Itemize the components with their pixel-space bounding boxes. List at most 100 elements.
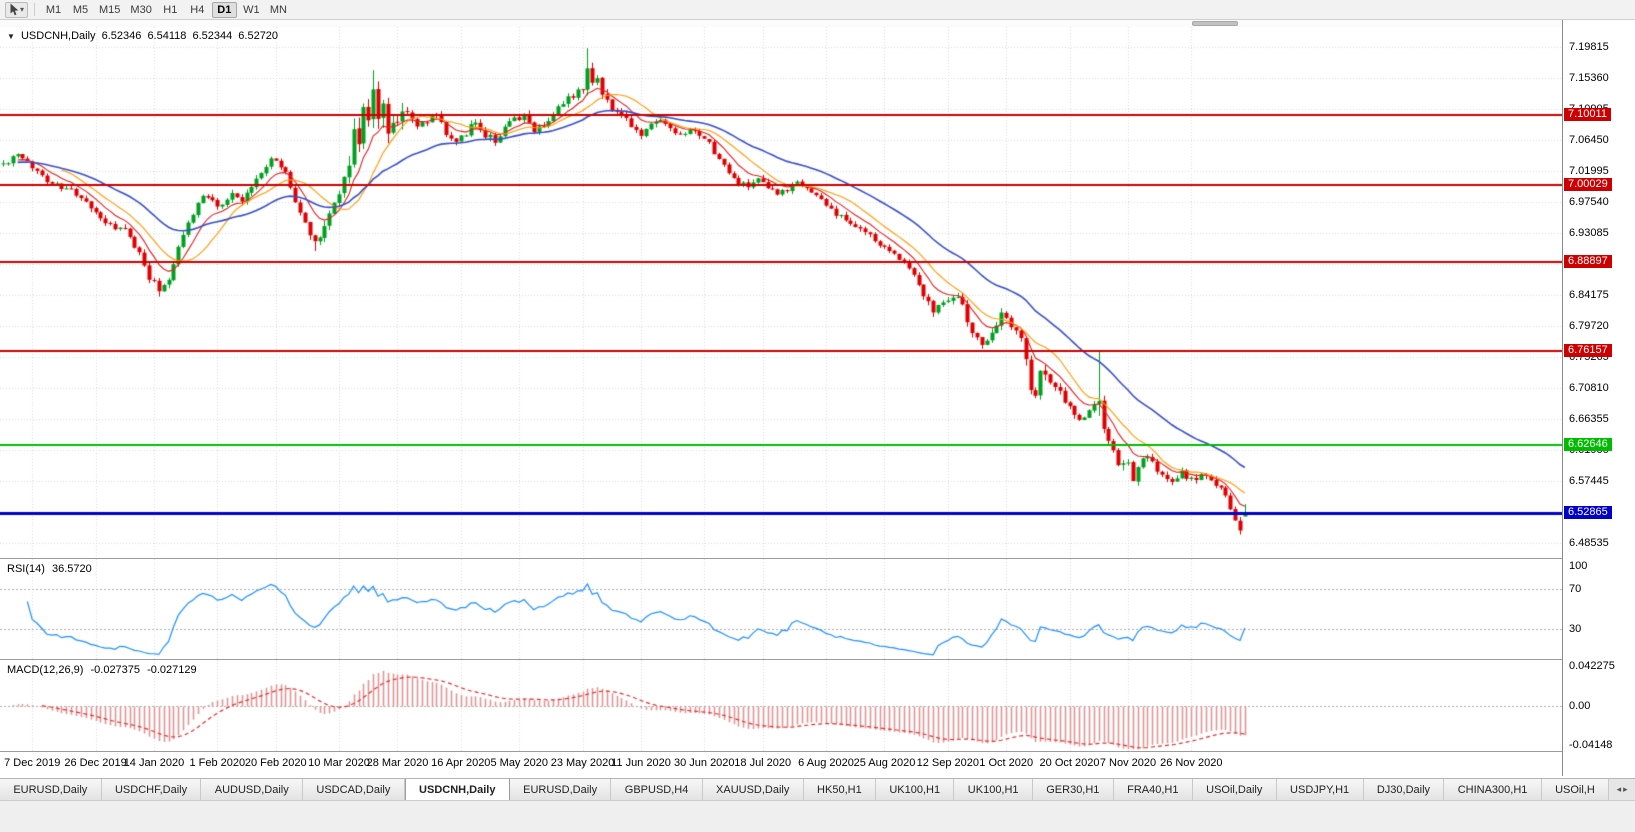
chart-tab-5-eurusd-daily[interactable]: EURUSD,Daily — [509, 779, 612, 800]
price-axis-label: 6.48535 — [1569, 537, 1609, 549]
chart-tab-2-audusd-daily[interactable]: AUDUSD,Daily — [201, 779, 304, 800]
chart-tab-11-ger30-h1[interactable]: GER30,H1 — [1032, 779, 1114, 800]
date-axis-label: 1 Oct 2020 — [979, 757, 1034, 769]
price-axis-label: 6.97540 — [1569, 196, 1609, 208]
toolbar-separator — [34, 3, 36, 16]
date-axis-label: 20 Oct 2020 — [1039, 757, 1100, 769]
timeframe-button-mn[interactable]: MN — [269, 3, 287, 16]
price-axis-label: 7.06450 — [1569, 133, 1609, 146]
date-axis-label: 23 May 2020 — [550, 757, 615, 769]
macd-axis-label: 0.042275 — [1569, 660, 1615, 672]
chart-tab-12-fra40-h1[interactable]: FRA40,H1 — [1113, 779, 1193, 800]
chart-tab-13-usoil-daily[interactable]: USOil,Daily — [1192, 779, 1277, 800]
collapse-triangle-icon[interactable]: ▼ — [7, 32, 15, 41]
chart-tab-8-hk50-h1[interactable]: HK50,H1 — [803, 779, 877, 800]
price-axis-label: 7.01995 — [1569, 165, 1609, 177]
chart-window: ▼ USDCNH,Daily 6.52346 6.54118 6.52344 6… — [0, 20, 1635, 778]
pane-separator[interactable] — [0, 558, 1635, 559]
rsi-axis-label: 30 — [1569, 623, 1582, 635]
price-axis-label: 6.93085 — [1569, 227, 1609, 239]
date-axis-label: 14 Jan 2020 — [123, 757, 185, 769]
chart-title: ▼ USDCNH,Daily 6.52346 6.54118 6.52344 6… — [7, 30, 281, 42]
date-axis-label: 7 Dec 2019 — [4, 757, 61, 769]
date-axis-label: 26 Nov 2020 — [1160, 757, 1223, 769]
ohlc-high-value: 6.54118 — [147, 30, 187, 42]
chart-scrollbar[interactable] — [0, 20, 1562, 27]
price-axis-label: 6.84175 — [1569, 289, 1609, 301]
price-line-label: 6.88897 — [1564, 255, 1612, 269]
tab-scroll-arrows: ◂ ▸ — [1609, 779, 1635, 800]
macd-pane-canvas[interactable] — [0, 660, 1562, 751]
chart-tab-17-usoil-h[interactable]: USOil,H — [1541, 779, 1610, 800]
price-axis-label: 7.19815 — [1569, 40, 1609, 53]
date-axis-label: 5 May 2020 — [490, 757, 548, 769]
date-axis-label: 10 Mar 2020 — [308, 757, 370, 769]
timeframe-button-w1[interactable]: W1 — [243, 3, 260, 16]
pane-separator[interactable] — [0, 751, 1635, 752]
timeframe-button-m5[interactable]: M5 — [72, 3, 89, 16]
timeframe-button-m15[interactable]: M15 — [99, 3, 121, 16]
rsi-axis-label: 70 — [1569, 583, 1582, 595]
pane-separator[interactable] — [0, 659, 1635, 660]
chart-tab-0-eurusd-daily[interactable]: EURUSD,Daily — [0, 779, 102, 800]
timeframe-button-m30[interactable]: M30 — [130, 3, 152, 16]
macd-main-value: -0.027375 — [90, 664, 141, 676]
price-axis-label: 6.66355 — [1569, 413, 1609, 425]
date-axis-label: 6 Aug 2020 — [798, 757, 854, 769]
timeframe-toolbar: ▾ M1 M5 M15 M30 H1 H4 D1 W1 MN — [0, 0, 1635, 20]
ohlc-low-value: 6.52344 — [192, 30, 233, 42]
date-axis-label: 7 Nov 2020 — [1099, 757, 1157, 769]
chevron-down-icon: ▾ — [20, 4, 25, 14]
rsi-axis-label: 100 — [1569, 560, 1588, 572]
macd-axis-label: 0.00 — [1569, 699, 1591, 712]
date-axis-label: 25 Aug 2020 — [853, 757, 916, 769]
price-axis-label: 6.57445 — [1569, 475, 1609, 487]
date-axis-label: 28 Mar 2020 — [366, 757, 429, 769]
macd-name: MACD(12,26,9) — [7, 664, 84, 676]
timeframe-button-h4[interactable]: H4 — [190, 3, 205, 16]
macd-indicator-label: MACD(12,26,9) -0.027375 -0.027129 — [7, 664, 201, 676]
chart-tab-16-china300-h1[interactable]: CHINA300,H1 — [1444, 779, 1542, 800]
rsi-indicator-label: RSI(14) 36.5720 — [7, 563, 96, 575]
chart-tab-15-dj30-daily[interactable]: DJ30,Daily — [1363, 779, 1445, 800]
timeframe-button-h1[interactable]: H1 — [163, 3, 178, 16]
chart-scrollbar-thumb[interactable] — [1192, 21, 1238, 26]
price-chart-canvas[interactable] — [0, 27, 1562, 558]
timeframe-button-d1[interactable]: D1 — [211, 1, 237, 18]
rsi-value: 36.5720 — [51, 563, 92, 575]
time-axis[interactable]: 7 Dec 2019 26 Dec 2019 14 Jan 2020 1 Feb 20… — [0, 752, 1562, 776]
tab-scroll-right-icon[interactable]: ▸ — [1623, 784, 1628, 794]
window-bottom-strip — [0, 800, 1635, 832]
chart-tab-10-uk100-h1[interactable]: UK100,H1 — [954, 779, 1033, 800]
chart-symbol-label: USDCNH,Daily — [20, 30, 96, 42]
date-axis-label: 30 Jun 2020 — [673, 757, 735, 769]
chart-tab-4-usdcnh-daily[interactable]: USDCNH,Daily — [404, 779, 510, 800]
price-line-label: 6.76157 — [1564, 343, 1612, 357]
cursor-icon — [10, 3, 19, 16]
date-axis-label: 18 Jul 2020 — [734, 757, 792, 769]
macd-signal-value: -0.027129 — [147, 664, 197, 676]
timeframe-button-group: M1 M5 M15 M30 H1 H4 D1 W1 MN — [41, 1, 291, 18]
chart-tab-7-xauusd-daily[interactable]: XAUUSD,Daily — [702, 779, 804, 800]
chart-tab-3-usdcad-daily[interactable]: USDCAD,Daily — [303, 779, 405, 800]
date-axis-label: 16 Apr 2020 — [431, 757, 491, 769]
ohlc-close-value: 6.52720 — [238, 30, 279, 42]
price-line-label: 6.52865 — [1564, 505, 1612, 519]
chart-tabs-bar: EURUSD,Daily USDCHF,Daily AUDUSD,Daily USDC… — [0, 778, 1635, 800]
chart-tab-6-gbpusd-h4[interactable]: GBPUSD,H4 — [611, 779, 703, 800]
price-line-label: 7.00029 — [1564, 177, 1612, 191]
rsi-pane-canvas[interactable] — [0, 559, 1562, 659]
timeframe-button-m1[interactable]: M1 — [45, 3, 62, 16]
cursor-tool-button[interactable]: ▾ — [5, 1, 29, 18]
chart-tab-9-uk100-h1[interactable]: UK100,H1 — [876, 779, 955, 800]
price-axis-label: 7.15360 — [1569, 71, 1609, 84]
tab-scroll-left-icon[interactable]: ◂ — [1616, 784, 1622, 794]
date-axis-label: 26 Dec 2019 — [64, 757, 127, 769]
chart-tab-1-usdchf-daily[interactable]: USDCHF,Daily — [101, 779, 202, 800]
ohlc-open-value: 6.52346 — [101, 30, 142, 42]
price-line-label: 7.10011 — [1564, 108, 1611, 122]
price-axis[interactable]: 7.198157.153607.109057.064507.019956.975… — [1562, 20, 1635, 776]
chart-tab-14-usdjpy-h1[interactable]: USDJPY,H1 — [1276, 779, 1364, 800]
date-axis-label: 1 Feb 2020 — [189, 757, 246, 769]
